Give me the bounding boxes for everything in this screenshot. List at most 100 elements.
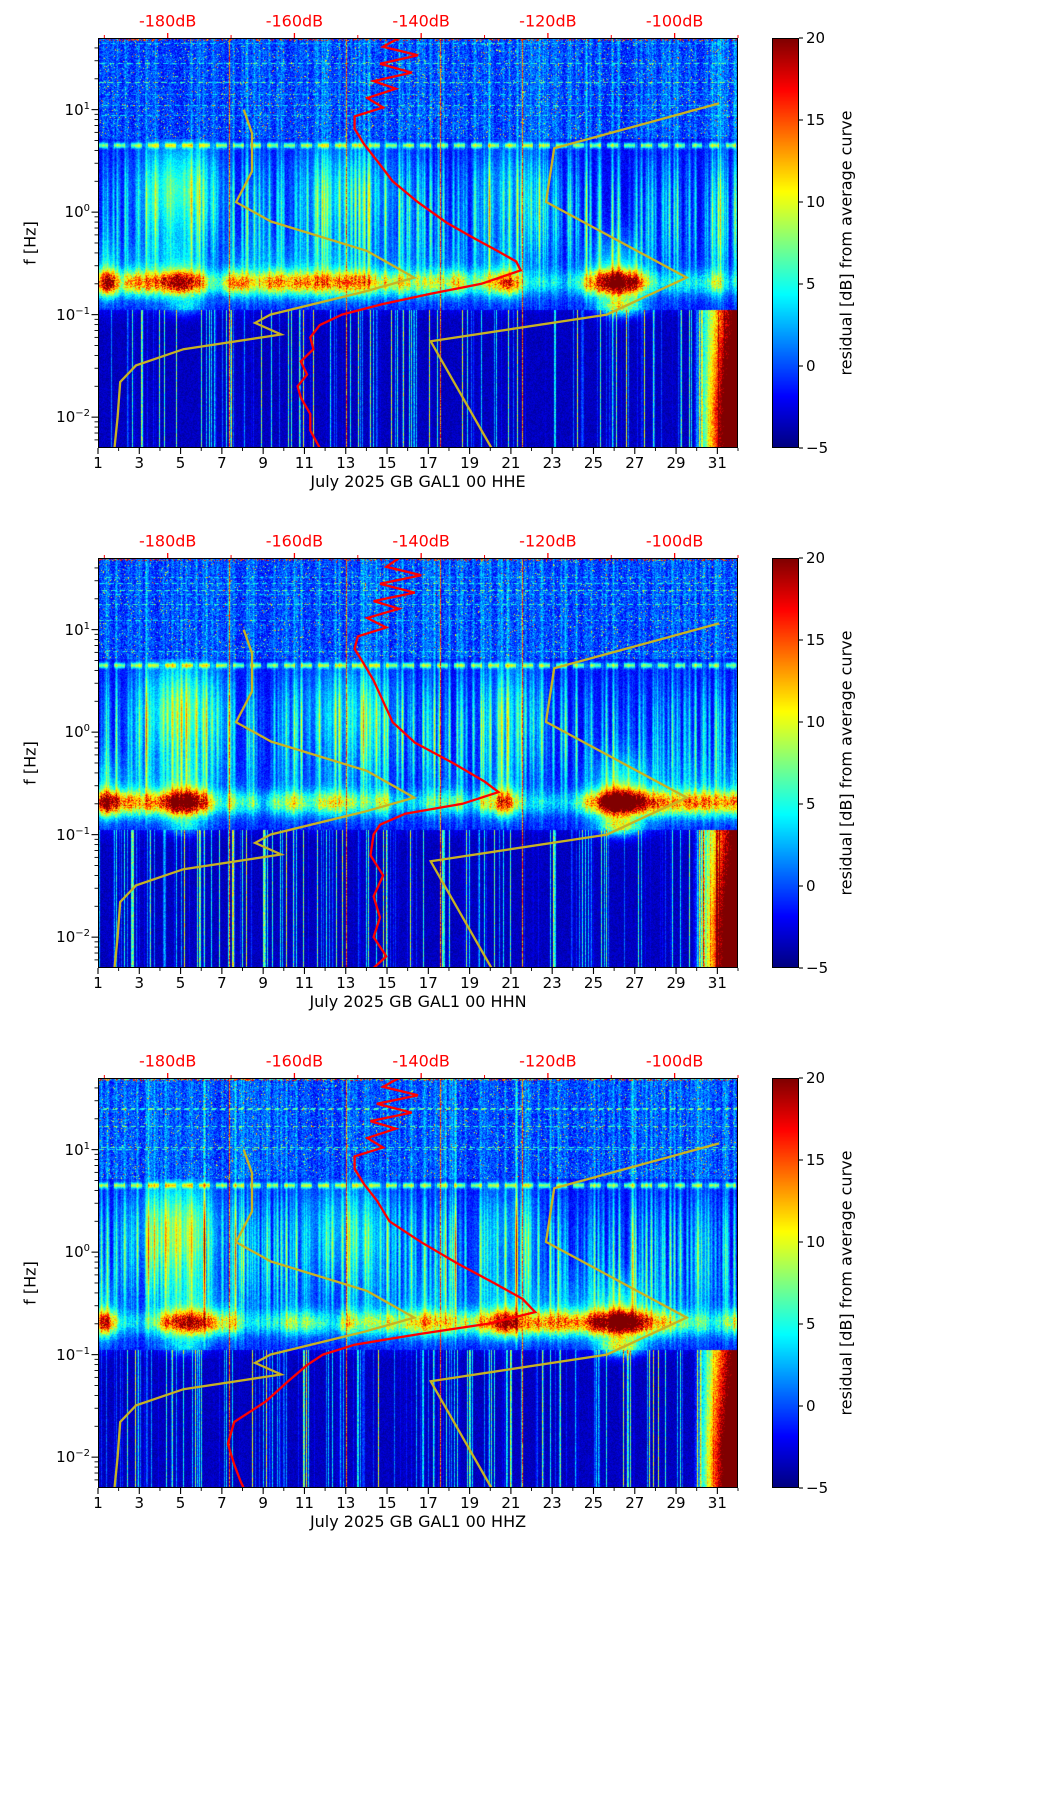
top-axis-tick-label: -180dB bbox=[138, 531, 197, 551]
day-tick-label: 1 bbox=[93, 1494, 103, 1512]
spectrogram-panel-hhz: -180dB -160dB -140dB -120dB -100dB 1 3 5 7 9 11 13 1… bbox=[0, 1040, 1052, 1560]
day-tick-label: 27 bbox=[625, 974, 645, 992]
day-tick-label: 25 bbox=[583, 454, 604, 472]
day-tick-label: 1 bbox=[93, 454, 103, 472]
colorbar-tick-label: 10 bbox=[806, 713, 826, 731]
day-tick-label: 23 bbox=[542, 1494, 562, 1512]
day-tick-label: 15 bbox=[377, 974, 397, 992]
colorbar-label: residual [dB] from average curve bbox=[836, 630, 856, 896]
colorbar-label: residual [dB] from average curve bbox=[836, 1150, 856, 1416]
y-axis-label: f [Hz] bbox=[20, 1261, 40, 1305]
day-tick-label: 1 bbox=[93, 974, 103, 992]
day-tick-label: 9 bbox=[258, 974, 268, 992]
day-tick-label: 31 bbox=[707, 1494, 727, 1512]
y-axis-label: f [Hz] bbox=[20, 741, 40, 785]
spectrogram-panel-hhn: -180dB -160dB -140dB -120dB -100dB 1 3 5 7 9 11 13 1… bbox=[0, 520, 1052, 1040]
day-tick-label: 25 bbox=[583, 1494, 604, 1512]
day-tick-label: 25 bbox=[583, 974, 604, 992]
y-axis-label: f [Hz] bbox=[20, 221, 40, 265]
x-axis-title: July 2025 GB GAL1 00 HHN bbox=[309, 992, 527, 1011]
day-tick-label: 9 bbox=[258, 1494, 268, 1512]
spectrogram-heatmap bbox=[98, 38, 738, 448]
colorbar-tick-label: 0 bbox=[806, 1397, 816, 1415]
colorbar-tick-label: 15 bbox=[806, 1151, 826, 1169]
top-axis-tick-label: -180dB bbox=[138, 1051, 197, 1071]
colorbar-tick-label: 15 bbox=[806, 111, 826, 129]
colorbar-tick-label: −5 bbox=[806, 959, 829, 977]
colorbar-gradient bbox=[772, 1078, 799, 1488]
day-tick-label: 3 bbox=[134, 454, 145, 472]
day-tick-label: 23 bbox=[542, 454, 562, 472]
top-axis-tick-label: -100dB bbox=[645, 531, 704, 551]
day-tick-label: 17 bbox=[418, 1494, 438, 1512]
day-tick-label: 13 bbox=[336, 1494, 356, 1512]
spectrogram-heatmap bbox=[98, 1078, 738, 1488]
day-tick-label: 27 bbox=[625, 454, 645, 472]
day-tick-label: 5 bbox=[175, 1494, 186, 1512]
colorbar-tick-label: 0 bbox=[806, 357, 816, 375]
colorbar-label: residual [dB] from average curve bbox=[836, 110, 856, 376]
top-axis-tick-label: -140dB bbox=[392, 531, 450, 551]
day-tick-label: 19 bbox=[460, 454, 480, 472]
colorbar-gradient bbox=[772, 558, 799, 968]
colorbar-tick-label: 20 bbox=[806, 549, 826, 567]
day-tick-label: 5 bbox=[175, 454, 186, 472]
day-tick-label: 29 bbox=[666, 974, 686, 992]
day-tick-label: 15 bbox=[377, 454, 397, 472]
day-tick-label: 3 bbox=[134, 974, 145, 992]
freq-tick-label: 101 bbox=[64, 1140, 90, 1159]
day-tick-label: 7 bbox=[217, 1494, 227, 1512]
day-tick-label: 7 bbox=[217, 454, 227, 472]
colorbar-tick-label: −5 bbox=[806, 1479, 829, 1497]
freq-tick-label: 101 bbox=[64, 620, 90, 639]
freq-tick-label: 10−2 bbox=[56, 408, 90, 427]
day-tick-label: 11 bbox=[294, 454, 314, 472]
colorbar-tick-label: 5 bbox=[806, 1315, 816, 1333]
top-axis-tick-label: -100dB bbox=[645, 1051, 704, 1071]
top-axis-tick-label: -120dB bbox=[519, 531, 577, 551]
day-tick-label: 17 bbox=[418, 454, 438, 472]
spectrogram-heatmap bbox=[98, 558, 738, 968]
day-tick-label: 5 bbox=[175, 974, 186, 992]
top-axis-tick-label: -160dB bbox=[265, 11, 324, 31]
day-tick-label: 7 bbox=[217, 974, 227, 992]
colorbar-tick-label: 5 bbox=[806, 275, 816, 293]
top-axis-tick-label: -140dB bbox=[392, 11, 450, 31]
day-tick-label: 27 bbox=[625, 1494, 645, 1512]
colorbar-gradient bbox=[772, 38, 799, 448]
day-tick-label: 11 bbox=[294, 1494, 314, 1512]
x-axis-title: July 2025 GB GAL1 00 HHZ bbox=[309, 1512, 527, 1531]
freq-tick-label: 10−1 bbox=[56, 305, 90, 324]
day-tick-label: 13 bbox=[336, 454, 356, 472]
freq-tick-label: 10−1 bbox=[56, 1345, 90, 1364]
day-tick-label: 9 bbox=[258, 454, 268, 472]
colorbar-tick-label: 0 bbox=[806, 877, 816, 895]
colorbar-tick-label: 10 bbox=[806, 1233, 826, 1251]
day-tick-label: 23 bbox=[542, 974, 562, 992]
colorbar-tick-label: 10 bbox=[806, 193, 826, 211]
top-axis-tick-label: -100dB bbox=[645, 11, 704, 31]
freq-tick-label: 100 bbox=[64, 723, 90, 742]
spectrogram-panel-hhe: -180dB -160dB -140dB -120dB -100dB 1 3 5 7 9 11 13 1… bbox=[0, 0, 1052, 520]
day-tick-label: 21 bbox=[501, 454, 521, 472]
day-tick-label: 21 bbox=[501, 1494, 521, 1512]
freq-tick-label: 100 bbox=[64, 1243, 90, 1262]
colorbar-tick-label: 15 bbox=[806, 631, 826, 649]
day-tick-label: 31 bbox=[707, 454, 727, 472]
freq-tick-label: 101 bbox=[64, 100, 90, 119]
colorbar-tick-label: 20 bbox=[806, 1069, 826, 1087]
top-axis-tick-label: -160dB bbox=[265, 1051, 324, 1071]
freq-tick-label: 100 bbox=[64, 203, 90, 222]
day-tick-label: 15 bbox=[377, 1494, 397, 1512]
day-tick-label: 11 bbox=[294, 974, 314, 992]
day-tick-label: 3 bbox=[134, 1494, 145, 1512]
day-tick-label: 29 bbox=[666, 454, 686, 472]
day-tick-label: 17 bbox=[418, 974, 438, 992]
colorbar-tick-label: 5 bbox=[806, 795, 816, 813]
day-tick-label: 13 bbox=[336, 974, 356, 992]
day-tick-label: 19 bbox=[460, 974, 480, 992]
day-tick-label: 21 bbox=[501, 974, 521, 992]
colorbar-tick-label: −5 bbox=[806, 439, 829, 457]
top-axis-tick-label: -160dB bbox=[265, 531, 324, 551]
